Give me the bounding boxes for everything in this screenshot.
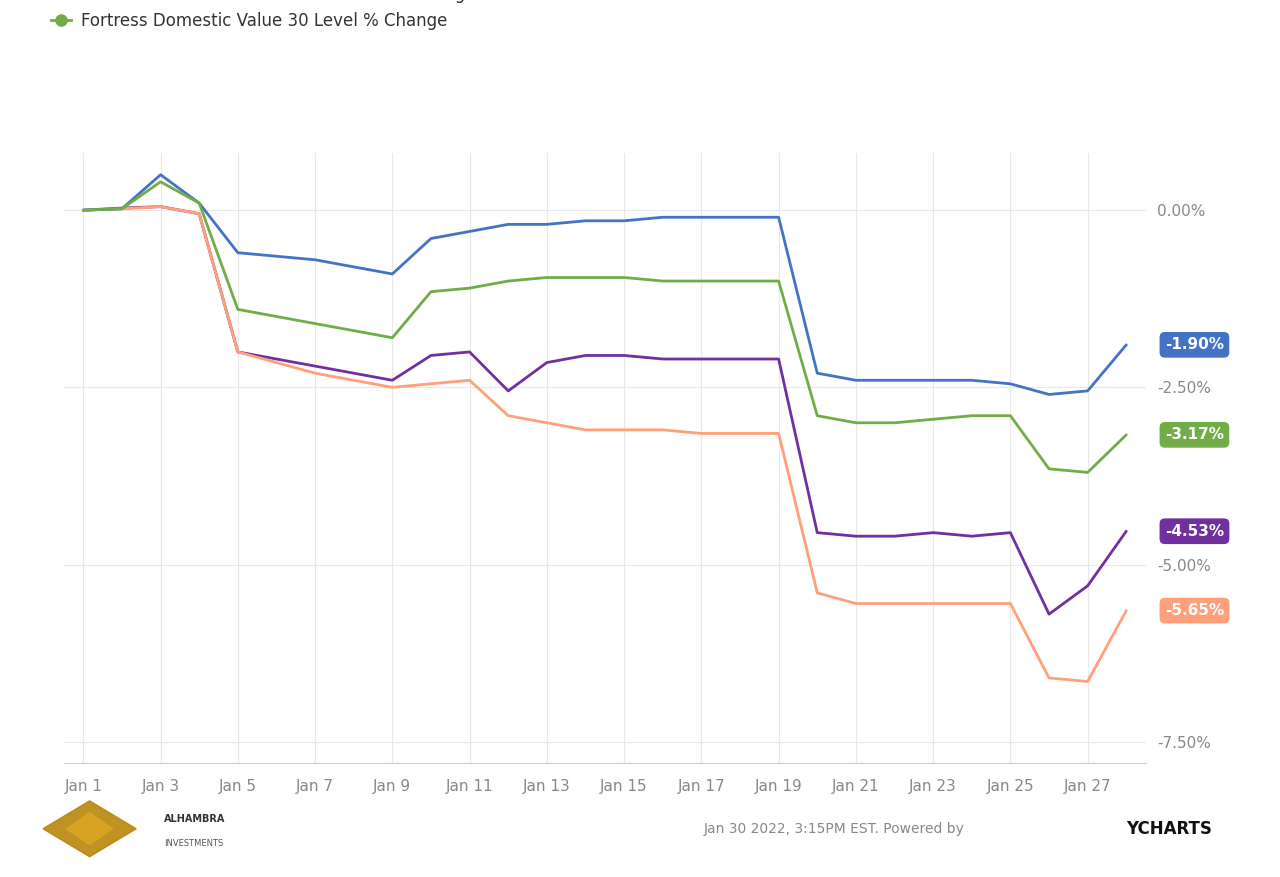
- Legend: Fortress Domestic 30 Level % Change, 60/40 Benchmark Level % Change, Fortress Do: Fortress Domestic 30 Level % Change, 60/…: [51, 0, 475, 30]
- Text: -3.17%: -3.17%: [1165, 427, 1224, 442]
- Text: YCHARTS: YCHARTS: [1126, 820, 1212, 838]
- Text: -1.90%: -1.90%: [1165, 338, 1224, 353]
- Text: -4.53%: -4.53%: [1165, 524, 1224, 538]
- Text: ALHAMBRA: ALHAMBRA: [164, 814, 225, 824]
- Text: -5.65%: -5.65%: [1165, 603, 1224, 618]
- Polygon shape: [44, 801, 136, 857]
- Polygon shape: [67, 813, 113, 845]
- Text: INVESTMENTS: INVESTMENTS: [164, 838, 223, 847]
- Text: Jan 30 2022, 3:15PM EST. Powered by: Jan 30 2022, 3:15PM EST. Powered by: [704, 822, 969, 836]
